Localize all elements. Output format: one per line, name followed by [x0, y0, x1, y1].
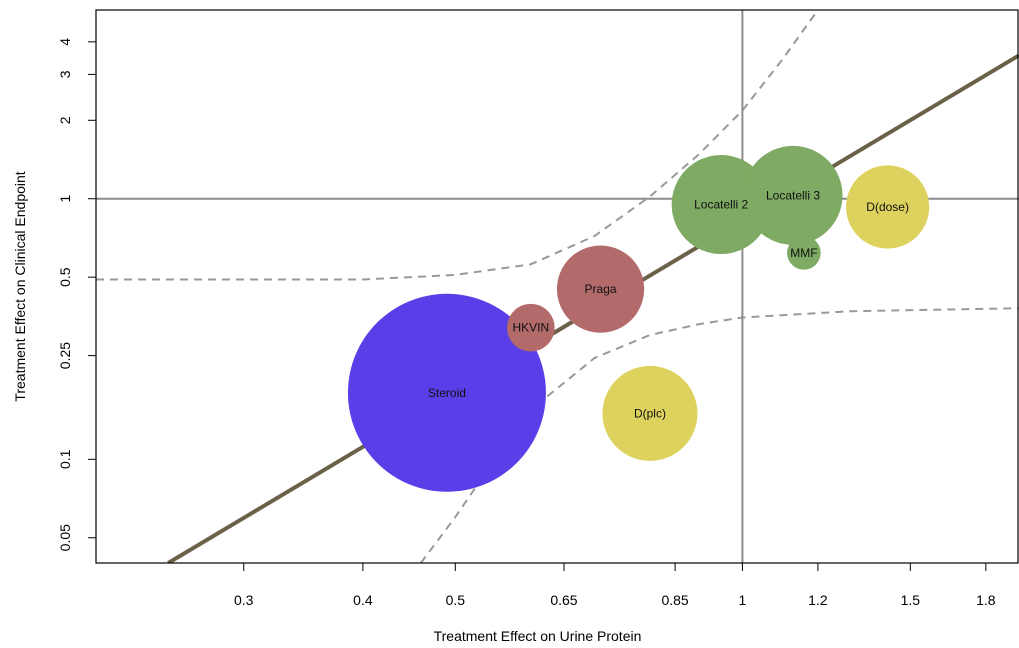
x-tick-label: 0.5: [446, 592, 466, 608]
x-axis-label: Treatment Effect on Urine Protein: [434, 628, 642, 644]
y-tick-label: 3: [57, 70, 73, 78]
bubble-d-plc: [602, 365, 698, 461]
bubble-label-praga: Praga: [585, 282, 617, 296]
confidence-band-upper: [96, 10, 819, 281]
bubble-label-d-dose: D(dose): [866, 200, 909, 214]
x-tick-label: 1.8: [976, 592, 996, 608]
x-tick-label: 0.65: [550, 592, 577, 608]
bubble-d-dose: [846, 165, 930, 249]
bubble-label-hkvin: HKVIN: [512, 321, 549, 335]
y-axis-ticks: 0.05 0.1 0.25 0.5 1 2 3 4: [57, 38, 96, 551]
bubble-label-d-plc: D(plc): [634, 406, 666, 420]
x-tick-label: 1: [738, 592, 746, 608]
bubble-praga: [556, 245, 645, 333]
bubble-locatelli-3: [743, 145, 843, 245]
x-axis-ticks: 0.3 0.4 0.5 0.65 0.85 1 1.2 1.5 1.8: [234, 563, 996, 608]
y-tick-label: 1: [57, 195, 73, 203]
x-tick-label: 0.85: [661, 592, 688, 608]
x-tick-label: 1.5: [901, 592, 921, 608]
bubble-label-mmf: MMF: [790, 246, 817, 260]
bubble-label-locatelli-2: Locatelli 2: [694, 198, 748, 212]
x-tick-label: 0.3: [234, 592, 254, 608]
y-tick-label: 4: [57, 38, 73, 46]
y-tick-label: 0.1: [57, 449, 73, 469]
plot-border: [95, 9, 1019, 564]
bubble-label-steroid: Steroid: [428, 386, 466, 400]
bubble-steroid: [347, 293, 546, 492]
plot-frame: [95, 9, 1019, 564]
bubble-hkvin: [507, 303, 555, 352]
y-tick-label: 0.5: [57, 267, 73, 287]
x-tick-label: 0.4: [353, 592, 373, 608]
y-tick-label: 0.05: [57, 524, 73, 551]
x-tick-label: 1.2: [808, 592, 828, 608]
bubbles: Steroid HKVIN Praga D(plc) Locatelli 2 Locate…: [347, 145, 930, 492]
y-tick-label: 0.25: [57, 342, 73, 369]
bubble-locatelli-2: [671, 155, 771, 255]
confidence-band: [96, 10, 1019, 563]
bubble-label-locatelli-3: Locatelli 3: [766, 188, 820, 202]
confidence-band-lower: [420, 307, 1019, 563]
y-axis-label: Treatment Effect on Clinical Endpoint: [12, 171, 28, 401]
bubble-mmf: [787, 236, 821, 270]
y-tick-label: 2: [57, 116, 73, 124]
